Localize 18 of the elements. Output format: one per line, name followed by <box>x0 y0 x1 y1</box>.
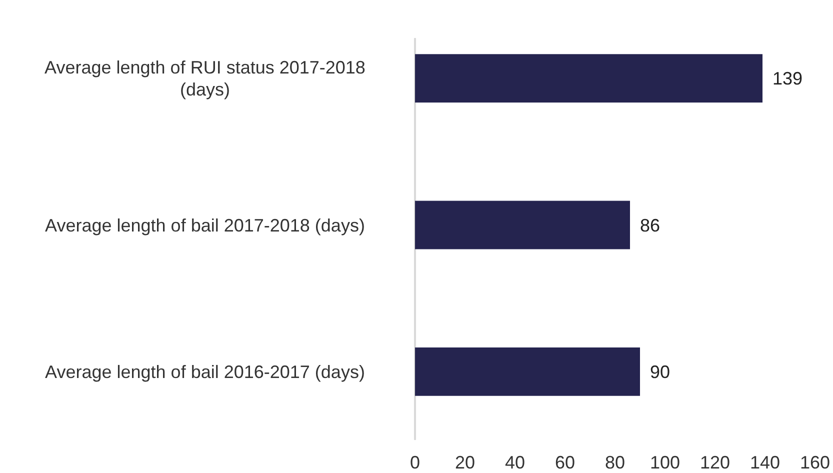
x-tick-label: 40 <box>504 452 526 472</box>
data-label: 139 <box>772 68 803 89</box>
x-tick-label: 100 <box>650 452 680 472</box>
x-tick-label: 60 <box>554 452 576 472</box>
bar <box>415 347 640 396</box>
bar <box>415 200 630 250</box>
data-label: 90 <box>650 362 670 382</box>
x-tick-label: 80 <box>604 452 626 472</box>
data-label: 86 <box>640 215 660 236</box>
bar <box>415 54 762 103</box>
x-tick-label: 160 <box>800 452 830 472</box>
x-tick-label: 20 <box>454 452 476 472</box>
x-tick-label: 0 <box>410 452 420 472</box>
x-tick-label: 140 <box>750 452 780 472</box>
x-tick-label: 120 <box>700 452 730 472</box>
y-tick-label: Average length of bail 2017-2018 (days) <box>45 215 365 236</box>
y-tick-label: Average length of RUI status 2017-2018 (days) <box>44 58 366 100</box>
y-tick-label: Average length of bail 2016-2017 (days) <box>45 362 365 382</box>
